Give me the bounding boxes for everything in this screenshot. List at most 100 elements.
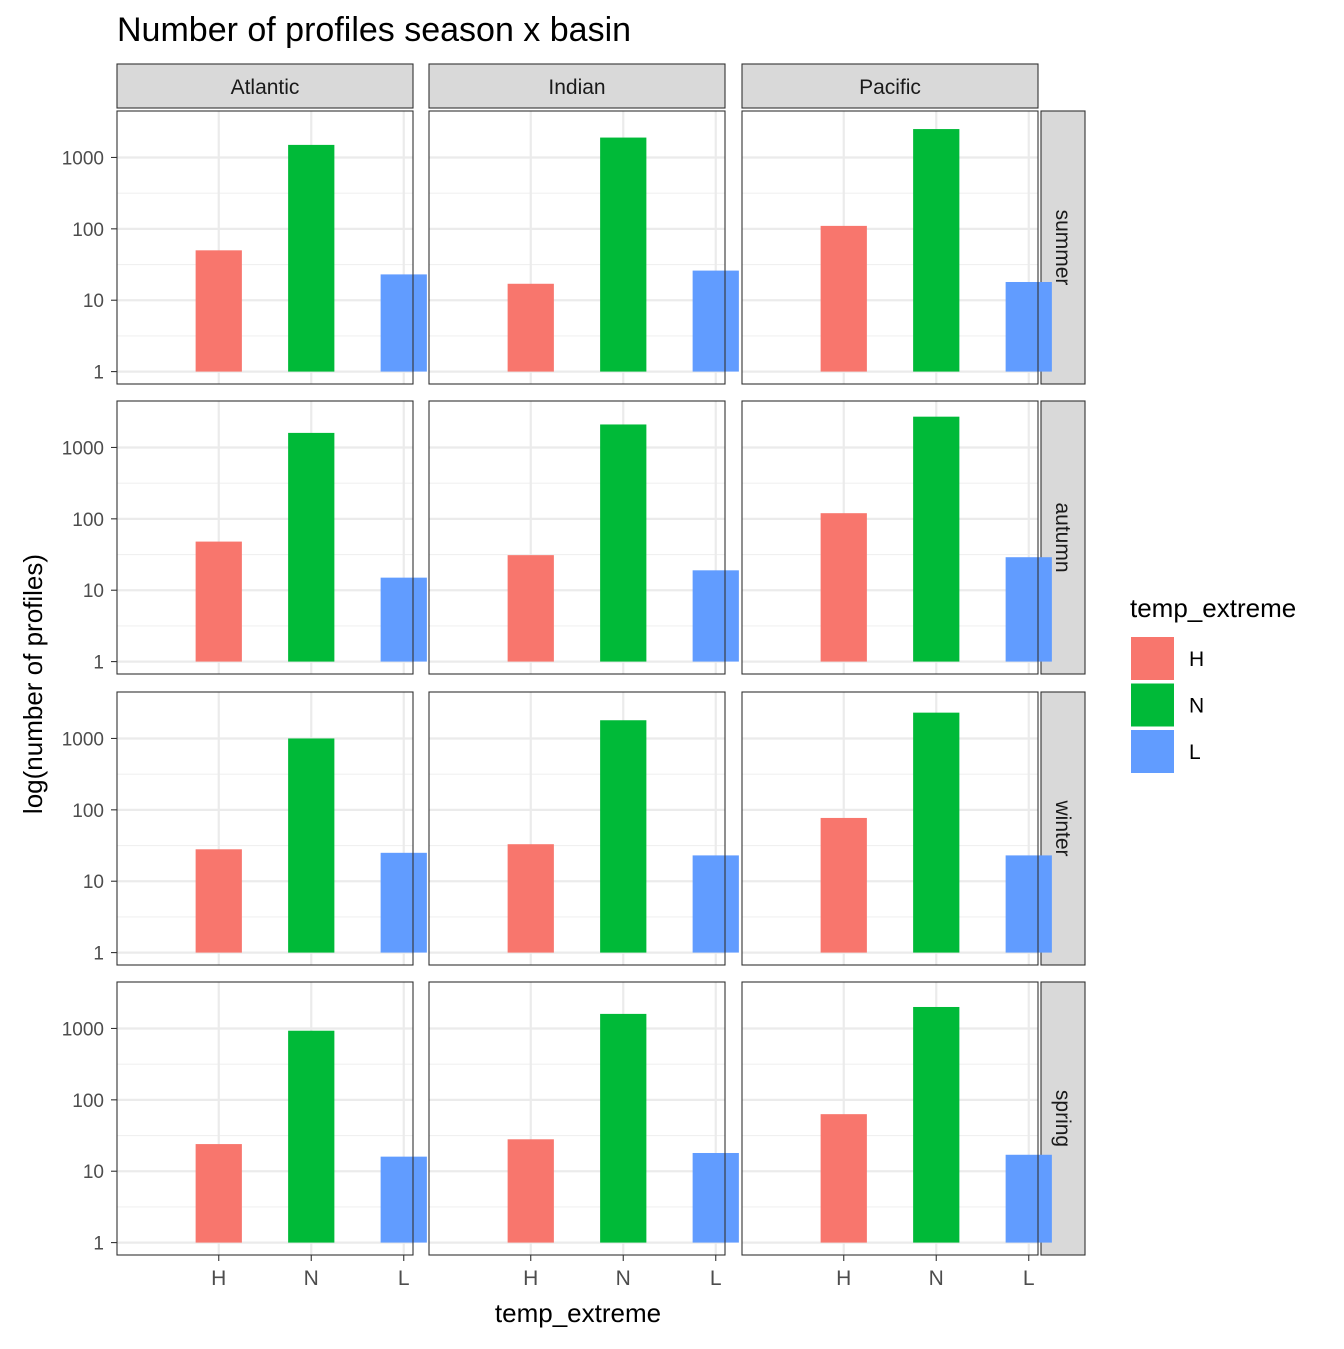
bar-l-autumn-pacific bbox=[1005, 557, 1052, 662]
legend-label: L bbox=[1189, 741, 1201, 764]
bar-h-spring-atlantic bbox=[195, 1144, 242, 1243]
panel-border bbox=[428, 110, 726, 385]
y-tick-label: 10 bbox=[83, 291, 104, 312]
x-tick-label: H bbox=[523, 1267, 538, 1290]
y-tick-label: 100 bbox=[72, 510, 104, 531]
facet-strip-label: autumn bbox=[1051, 502, 1074, 572]
bar-n-summer-atlantic bbox=[288, 144, 335, 372]
panel-background bbox=[742, 401, 1038, 674]
y-tick-label: 10 bbox=[83, 1162, 104, 1183]
bar-n-winter-atlantic bbox=[288, 738, 335, 953]
y-tick-label: 1000 bbox=[62, 438, 104, 459]
y-tick-label: 100 bbox=[72, 801, 104, 822]
bar-h-autumn-indian bbox=[507, 555, 554, 662]
x-axis-title: temp_extreme bbox=[495, 1298, 661, 1328]
facet-strip-label: winter bbox=[1051, 799, 1074, 856]
panel-background bbox=[429, 692, 725, 965]
panel-background bbox=[117, 982, 413, 1255]
x-tick-label: L bbox=[710, 1267, 722, 1290]
panel-background bbox=[117, 111, 413, 384]
x-tick-label: L bbox=[398, 1267, 410, 1290]
x-tick-label: N bbox=[304, 1267, 319, 1290]
facet-strip-pacific bbox=[741, 63, 1039, 109]
panel-border bbox=[116, 691, 414, 966]
panel-border bbox=[116, 981, 414, 1256]
bar-n-autumn-indian bbox=[600, 424, 647, 662]
facet-strip-label: summer bbox=[1051, 210, 1074, 286]
facet-strip-label: spring bbox=[1051, 1090, 1074, 1147]
bar-l-winter-indian bbox=[692, 855, 739, 953]
x-tick-label: N bbox=[929, 1267, 944, 1290]
legend-label: H bbox=[1189, 648, 1204, 671]
panel-background bbox=[117, 692, 413, 965]
bar-n-winter-indian bbox=[600, 720, 647, 953]
panel-border bbox=[741, 981, 1039, 1256]
panel-background bbox=[742, 982, 1038, 1255]
bar-l-autumn-atlantic bbox=[380, 577, 427, 662]
y-tick-label: 1000 bbox=[62, 729, 104, 750]
y-tick-label: 100 bbox=[72, 220, 104, 241]
bar-l-summer-pacific bbox=[1005, 281, 1052, 372]
bar-h-winter-atlantic bbox=[195, 849, 242, 953]
bar-l-summer-indian bbox=[692, 270, 739, 372]
facet-strip-atlantic bbox=[116, 63, 414, 109]
bar-n-autumn-pacific bbox=[913, 416, 960, 662]
panel-background bbox=[742, 692, 1038, 965]
panel-background bbox=[429, 982, 725, 1255]
panel-border bbox=[116, 400, 414, 675]
panel-border bbox=[428, 400, 726, 675]
x-tick-label: N bbox=[616, 1267, 631, 1290]
bar-l-winter-atlantic bbox=[380, 852, 427, 953]
panel-background bbox=[429, 111, 725, 384]
legend-title: temp_extreme bbox=[1130, 593, 1296, 623]
panel-background bbox=[117, 401, 413, 674]
y-tick-label: 1 bbox=[93, 363, 104, 384]
y-tick-label: 1000 bbox=[62, 1019, 104, 1040]
y-tick-label: 100 bbox=[72, 1091, 104, 1112]
bar-n-spring-atlantic bbox=[288, 1030, 335, 1243]
panel-border bbox=[741, 400, 1039, 675]
facet-strip-label: Indian bbox=[548, 76, 605, 99]
bar-n-autumn-atlantic bbox=[288, 432, 335, 662]
legend-key-l bbox=[1131, 730, 1174, 773]
bar-h-autumn-atlantic bbox=[195, 541, 242, 662]
y-tick-label: 1 bbox=[93, 1234, 104, 1255]
panel-border bbox=[428, 981, 726, 1256]
bar-n-summer-pacific bbox=[913, 129, 960, 372]
legend-label: N bbox=[1189, 695, 1204, 718]
chart-title: Number of profiles season x basin bbox=[117, 11, 631, 49]
panel-border bbox=[741, 110, 1039, 385]
y-tick-label: 1 bbox=[93, 653, 104, 674]
bar-n-winter-pacific bbox=[913, 712, 960, 953]
y-tick-label: 10 bbox=[83, 581, 104, 602]
bar-l-winter-pacific bbox=[1005, 855, 1052, 953]
bar-h-spring-indian bbox=[507, 1139, 554, 1243]
bar-l-spring-indian bbox=[692, 1152, 739, 1243]
panel-border bbox=[428, 691, 726, 966]
bar-l-spring-atlantic bbox=[380, 1156, 427, 1243]
bar-h-autumn-pacific bbox=[820, 513, 867, 662]
facet-strip-indian bbox=[428, 63, 726, 109]
bar-h-summer-pacific bbox=[820, 225, 867, 372]
panel-border bbox=[116, 110, 414, 385]
panel-background bbox=[742, 111, 1038, 384]
facet-strip-label: Atlantic bbox=[231, 76, 300, 99]
y-tick-label: 1000 bbox=[62, 148, 104, 169]
y-axis-title: log(number of profiles) bbox=[18, 554, 48, 814]
legend-key-h bbox=[1131, 637, 1174, 680]
panel-background bbox=[429, 401, 725, 674]
bar-n-spring-indian bbox=[600, 1013, 647, 1243]
x-tick-label: H bbox=[211, 1267, 226, 1290]
bar-l-spring-pacific bbox=[1005, 1154, 1052, 1243]
bar-h-summer-atlantic bbox=[195, 250, 242, 372]
bar-n-summer-indian bbox=[600, 137, 647, 372]
y-tick-label: 10 bbox=[83, 872, 104, 893]
y-tick-label: 1 bbox=[93, 944, 104, 965]
x-tick-label: L bbox=[1023, 1267, 1035, 1290]
bar-h-winter-pacific bbox=[820, 817, 867, 953]
legend-key-n bbox=[1131, 683, 1174, 727]
panel-border bbox=[741, 691, 1039, 966]
facet-strip-label: Pacific bbox=[859, 76, 921, 99]
